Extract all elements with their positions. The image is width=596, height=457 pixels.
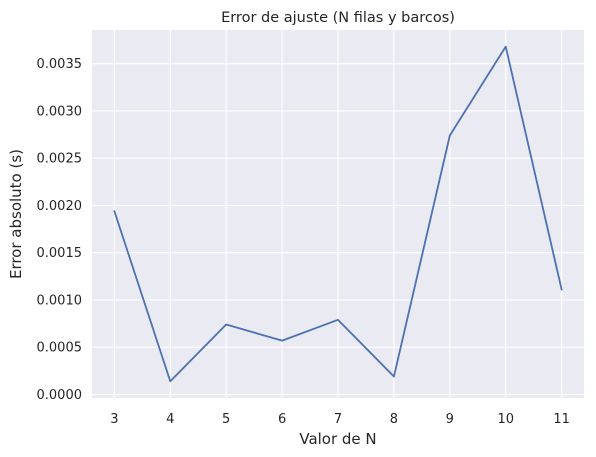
y-tick-label: 0.0030 <box>37 104 83 119</box>
x-tick-label: 4 <box>166 412 174 427</box>
x-tick-label: 7 <box>334 412 342 427</box>
x-tick-label: 9 <box>446 412 454 427</box>
tick-labels: 3 4 5 6 7 8 9 10 11 0.0000 0.0005 0.0010 0.0015 0.002… <box>37 57 570 427</box>
x-tick-label: 6 <box>278 412 286 427</box>
y-tick-label: 0.0020 <box>37 199 83 214</box>
y-tick-label: 0.0010 <box>37 293 83 308</box>
x-tick-label: 8 <box>390 412 398 427</box>
y-tick-label: 0.0015 <box>37 246 83 261</box>
grid-lines <box>92 30 584 398</box>
chart-title: Error de ajuste (N filas y barcos) <box>221 10 455 26</box>
x-tick-label: 5 <box>222 412 230 427</box>
x-tick-label: 10 <box>497 412 514 427</box>
x-axis-label: Valor de N <box>299 430 376 448</box>
x-tick-label: 11 <box>553 412 570 427</box>
y-tick-label: 0.0005 <box>37 341 83 356</box>
y-tick-label: 0.0035 <box>37 57 83 72</box>
x-tick-label: 3 <box>110 412 118 427</box>
series-layer <box>113 45 563 383</box>
y-tick-label: 0.0000 <box>37 388 83 403</box>
y-axis-label: Error absoluto (s) <box>7 149 25 279</box>
y-tick-label: 0.0025 <box>37 152 83 167</box>
